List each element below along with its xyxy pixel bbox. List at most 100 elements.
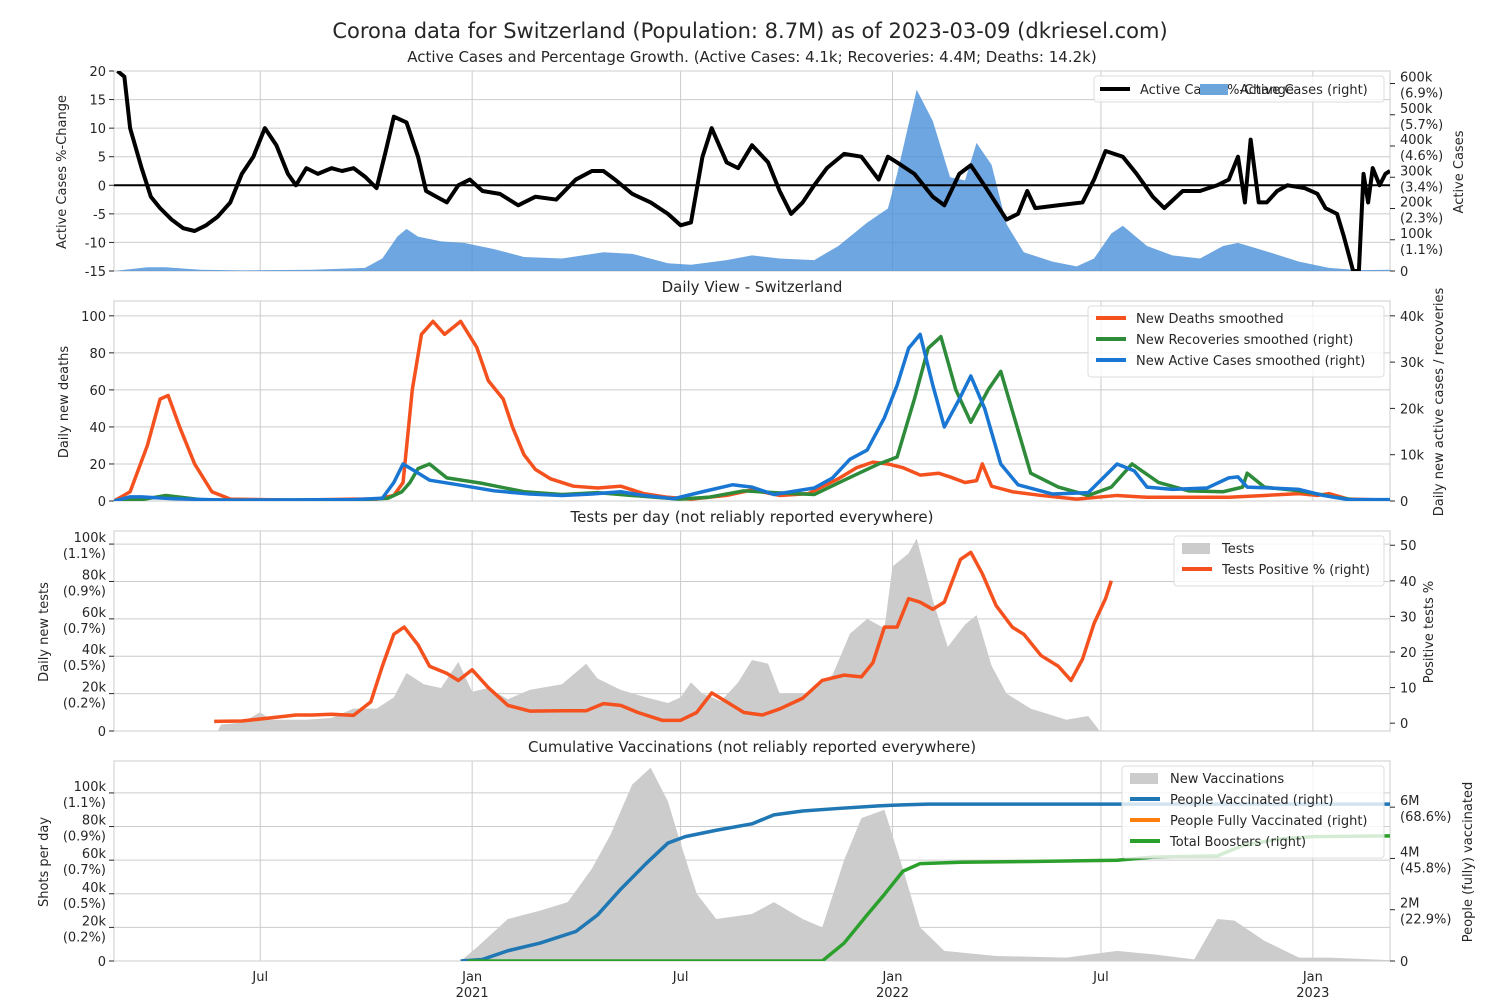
y-axis-label-left: Shots per day	[37, 817, 52, 907]
y-right-tick-label: 2M	[1400, 897, 1420, 912]
legend-label: New Vaccinations	[1170, 772, 1284, 787]
y-tick-sublabel: (0.7%)	[63, 863, 106, 878]
y-right-tick-label: 0	[1400, 955, 1408, 970]
legend-box	[1087, 305, 1385, 378]
y-right-tick-label: 0	[1400, 495, 1408, 510]
y-tick-label: 60k	[82, 606, 107, 621]
panel-daily-view: Daily View - Switzerland Daily new death…	[57, 278, 1447, 516]
legend-swatch	[1130, 773, 1158, 784]
legend-box	[1173, 535, 1385, 587]
y-tick-label: 5	[98, 151, 106, 166]
y-tick-label: 15	[89, 94, 106, 109]
series-layer	[114, 71, 1390, 271]
y-tick-label: 40k	[82, 643, 107, 658]
y-tick-sublabel: (0.9%)	[63, 830, 106, 845]
panel-title: Active Cases and Percentage Growth. (Act…	[407, 48, 1096, 66]
y-right-tick-sublabel: (6.9%)	[1400, 87, 1443, 102]
panel-title: Cumulative Vaccinations (not reliably re…	[528, 738, 976, 756]
y-axis-label-right: People (fully) vaccinated	[1461, 782, 1476, 942]
x-tick-sublabel: 2022	[876, 986, 909, 1000]
y-tick-label: 80k	[82, 568, 107, 583]
legend-label: Tests	[1221, 542, 1255, 557]
y-right-tick-label: 6M	[1400, 794, 1420, 809]
x-tick-sublabel: 2023	[1296, 986, 1329, 1000]
y-tick-label: 20	[89, 458, 106, 473]
y-right-tick-sublabel: (45.8%)	[1400, 861, 1451, 876]
legend: New Deaths smoothed New Recoveries smooth…	[1087, 305, 1385, 378]
y-tick-label: 0	[98, 495, 106, 510]
series-line-1	[460, 802, 1390, 961]
series-line-0	[116, 71, 1390, 271]
legend-swatch	[1200, 84, 1228, 95]
legend-swatch	[1182, 543, 1210, 554]
series-line-1	[214, 550, 1113, 724]
legend-label: Active Cases (right)	[1240, 83, 1368, 98]
legend-label: People Vaccinated (right)	[1170, 793, 1333, 808]
x-tick-label: Jul	[251, 970, 268, 985]
y-axis-label-right: Daily new active cases / recoveries	[1432, 288, 1447, 517]
y-right-tick-sublabel: (68.6%)	[1400, 810, 1451, 825]
x-tick-label: Jan	[1302, 970, 1323, 985]
panel-title: Tests per day (not reliably reported eve…	[570, 508, 934, 526]
y-tick-label: 10	[89, 122, 106, 137]
y-right-tick-sublabel: (22.9%)	[1400, 913, 1451, 928]
y-axis-label-left: Active Cases %-Change	[55, 95, 70, 249]
y-tick-sublabel: (0.5%)	[63, 897, 106, 912]
y-axis-label-left: Daily new deaths	[57, 346, 72, 459]
y-tick-label: 40	[89, 421, 106, 436]
x-tick-label: Jan	[881, 970, 902, 985]
y-tick-label: 100	[81, 310, 106, 325]
y-tick-label: 40k	[82, 881, 107, 896]
y-right-tick-label: 0	[1400, 265, 1408, 280]
y-tick-label: 0	[98, 955, 106, 970]
y-right-tick-label: 600k	[1400, 71, 1433, 86]
y-tick-label: 80k	[82, 814, 107, 829]
x-tick-label: Jul	[672, 970, 689, 985]
y-tick-label: -10	[85, 236, 106, 251]
legend-label: Tests Positive % (right)	[1221, 563, 1370, 578]
y-axis-label-right: Active Cases	[1452, 130, 1467, 213]
series-area-0	[217, 538, 1100, 731]
y-tick-label: 20	[89, 65, 106, 80]
y-tick-label: 0	[98, 725, 106, 740]
y-right-tick-label: 10	[1400, 682, 1417, 697]
y-tick-sublabel: (0.2%)	[63, 930, 106, 945]
y-right-tick-label: 20	[1400, 646, 1417, 661]
y-right-tick-label: 500k	[1400, 102, 1433, 117]
y-right-tick-label: 200k	[1400, 196, 1433, 211]
legend-label: People Fully Vaccinated (right)	[1170, 814, 1368, 829]
series-line-2	[114, 332, 1390, 501]
y-tick-label: 0	[98, 179, 106, 194]
panel-vaccinations: Cumulative Vaccinations (not reliably re…	[37, 738, 1476, 970]
panel-title: Daily View - Switzerland	[662, 278, 843, 296]
y-right-tick-label: 400k	[1400, 133, 1433, 148]
x-tick-sublabel: 2021	[456, 986, 489, 1000]
y-tick-sublabel: (1.1%)	[63, 796, 106, 811]
y-right-tick-label: 30k	[1400, 356, 1425, 371]
y-tick-label: 80	[89, 347, 106, 362]
y-tick-label: 100k	[74, 531, 107, 546]
y-tick-label: 20k	[82, 914, 107, 929]
y-tick-sublabel: (0.9%)	[63, 584, 106, 599]
y-right-tick-label: 40k	[1400, 310, 1425, 325]
legend: Tests Tests Positive % (right)	[1173, 535, 1385, 587]
legend-label: New Deaths smoothed	[1136, 312, 1284, 327]
y-right-tick-label: 300k	[1400, 164, 1433, 179]
y-tick-sublabel: (0.5%)	[63, 659, 106, 674]
y-right-tick-sublabel: (5.7%)	[1400, 118, 1443, 133]
legend-box	[1121, 765, 1385, 859]
y-tick-label: 60k	[82, 847, 107, 862]
y-right-tick-label: 40	[1400, 575, 1417, 590]
y-tick-label: -5	[93, 208, 106, 223]
y-tick-label: 20k	[82, 681, 107, 696]
y-right-tick-sublabel: (4.6%)	[1400, 149, 1443, 164]
y-right-tick-sublabel: (2.3%)	[1400, 212, 1443, 227]
figure-title: Corona data for Switzerland (Population:…	[332, 19, 1167, 43]
y-right-tick-label: 50	[1400, 539, 1417, 554]
y-axis-label-right: Positive tests %	[1422, 581, 1437, 683]
legend-box	[1093, 75, 1385, 103]
series-layer	[214, 538, 1113, 731]
